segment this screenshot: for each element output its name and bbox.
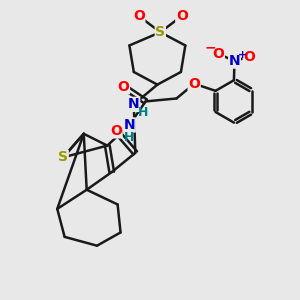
- Text: H: H: [138, 106, 148, 119]
- Text: N: N: [124, 118, 135, 132]
- Text: S: S: [155, 25, 165, 39]
- Text: N: N: [128, 98, 140, 111]
- Text: −: −: [204, 41, 216, 55]
- Text: +: +: [238, 50, 248, 60]
- Text: O: O: [176, 9, 188, 23]
- Text: H: H: [124, 131, 135, 144]
- Text: S: S: [58, 150, 68, 164]
- Text: N: N: [229, 54, 240, 68]
- Text: O: O: [188, 77, 200, 91]
- Text: O: O: [212, 47, 224, 61]
- Text: O: O: [118, 80, 129, 94]
- Text: O: O: [133, 9, 145, 23]
- Text: O: O: [243, 50, 255, 64]
- Text: O: O: [110, 124, 122, 138]
